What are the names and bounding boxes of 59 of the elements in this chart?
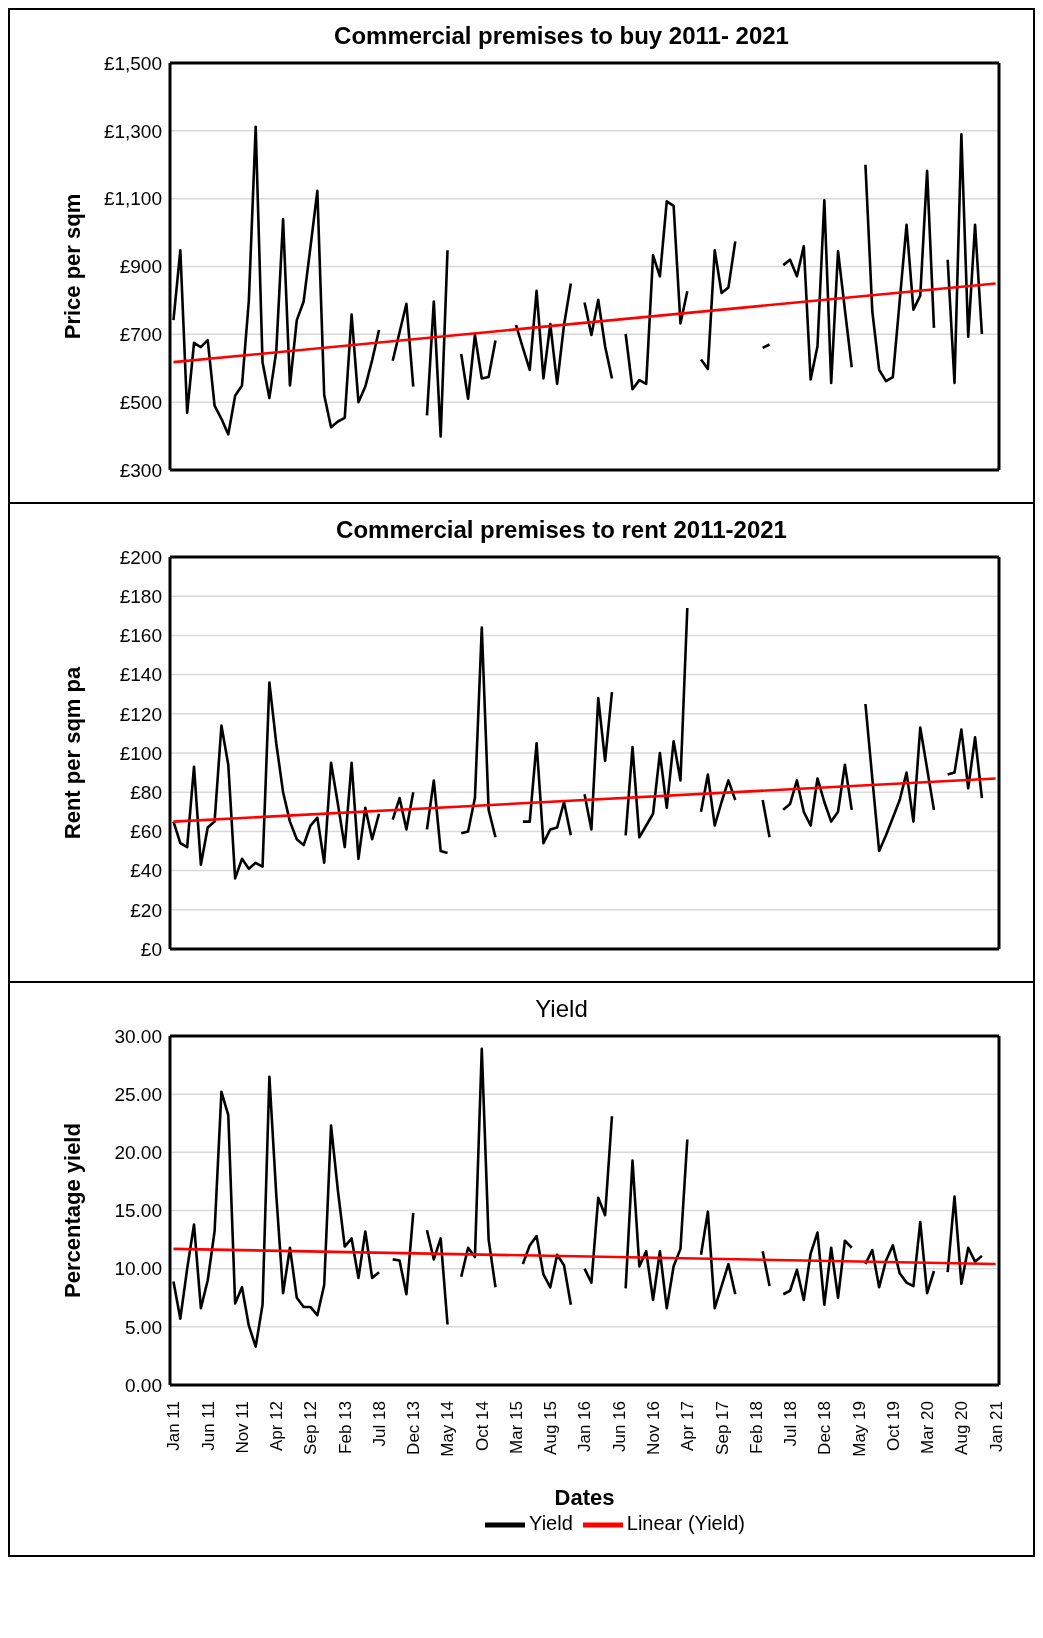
y-tick-label: £300 (119, 459, 162, 481)
y-tick-label: £1,500 (103, 52, 162, 74)
y-tick-label: £1,300 (103, 120, 162, 142)
y-tick-label: £1,100 (103, 188, 162, 210)
x-tick-label: Nov 16 (644, 1401, 664, 1455)
y-tick-label: 15.00 (114, 1200, 162, 1222)
y-tick-label: £500 (119, 391, 162, 413)
x-tick-label: Apr 12 (267, 1401, 287, 1452)
y-tick-label: £40 (130, 860, 162, 882)
y-axis-title: Price per sqm (59, 193, 85, 340)
y-tick-label: 10.00 (114, 1258, 162, 1280)
chart-title: Commercial premises to rent 2011-2021 (335, 515, 788, 545)
y-axis-title: Rent per sqm pa (59, 666, 85, 840)
x-tick-label: Sep 12 (301, 1401, 321, 1455)
x-tick-label: Feb 13 (335, 1401, 355, 1454)
x-tick-label: Oct 19 (883, 1401, 903, 1452)
y-tick-label: £900 (119, 256, 162, 278)
legend-label: Yield (529, 1512, 573, 1535)
y-tick-label: £120 (119, 703, 162, 725)
x-tick-label: Jul 18 (369, 1401, 389, 1447)
y-tick-label: £80 (130, 781, 162, 803)
y-tick-label: £140 (119, 664, 162, 686)
legend-label: Linear (Yield) (626, 1512, 745, 1535)
x-tick-label: May 19 (849, 1401, 869, 1457)
x-tick-label: Sep 17 (712, 1401, 732, 1455)
y-tick-label: 25.00 (114, 1083, 162, 1105)
y-axis-title: Percentage yield (59, 1123, 85, 1298)
x-tick-label: Jun 11 (198, 1401, 218, 1451)
y-tick-label: 20.00 (114, 1142, 162, 1164)
y-tick-label: £0 (140, 938, 162, 960)
y-tick-label: £60 (130, 821, 162, 843)
y-tick-label: £160 (119, 625, 162, 647)
x-tick-label: Jul 18 (781, 1401, 801, 1447)
x-tick-label: Nov 11 (232, 1401, 252, 1454)
x-tick-label: Mar 15 (506, 1401, 526, 1454)
y-tick-label: £700 (119, 324, 162, 346)
y-tick-label: £180 (119, 585, 162, 607)
x-tick-label: Feb 18 (746, 1401, 766, 1454)
y-tick-label: 30.00 (114, 1025, 162, 1047)
chart-title: Yield (534, 994, 589, 1024)
x-tick-label: Dec 13 (404, 1401, 424, 1455)
x-tick-label: Jan 21 (986, 1401, 1006, 1453)
x-tick-label: Apr 17 (678, 1401, 698, 1452)
x-tick-label: Dec 18 (815, 1401, 835, 1455)
x-tick-label: Jan 11 (164, 1401, 184, 1451)
chart-title: Commercial premises to buy 2011- 2021 (333, 21, 790, 51)
x-tick-label: May 14 (438, 1401, 458, 1457)
y-tick-label: £20 (130, 899, 162, 921)
x-tick-label: Mar 20 (918, 1401, 938, 1454)
y-tick-label: £200 (119, 546, 162, 568)
x-tick-label: Aug 20 (952, 1401, 972, 1455)
x-axis-title: Dates (554, 1485, 615, 1510)
y-tick-label: £100 (119, 742, 162, 764)
x-tick-label: Oct 14 (472, 1401, 492, 1452)
x-tick-label: Jan 16 (575, 1401, 595, 1453)
y-tick-label: 5.00 (125, 1316, 162, 1338)
y-tick-label: 0.00 (125, 1374, 162, 1396)
x-tick-label: Jun 16 (609, 1401, 629, 1453)
x-tick-label: Aug 15 (541, 1401, 561, 1455)
